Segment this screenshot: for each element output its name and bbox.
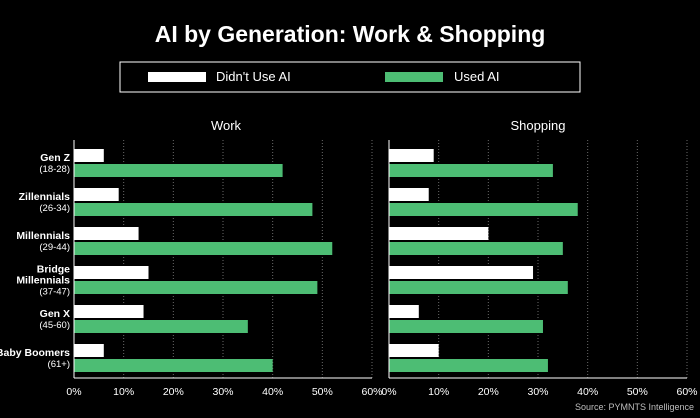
work-tick-label: 40% xyxy=(262,386,283,398)
work-tick-label: 10% xyxy=(113,386,134,398)
shopping-bar-didn-t-use-ai-baby-boomers xyxy=(389,344,439,357)
shopping-bar-didn-t-use-ai-bridge-millennials xyxy=(389,266,534,279)
work-bar-didn-t-use-ai-millennials xyxy=(74,227,139,240)
work-bar-used-ai-baby-boomers xyxy=(74,359,273,372)
work-bar-used-ai-zillennials xyxy=(74,203,313,216)
legend-label-used-ai: Used AI xyxy=(454,69,500,84)
category-age-gen-z: (18-28) xyxy=(39,164,70,175)
shopping-tick-label: 40% xyxy=(577,386,598,398)
shopping-bar-didn-t-use-ai-millennials xyxy=(389,227,489,240)
panel-title-shopping: Shopping xyxy=(511,118,566,133)
category-age-baby-boomers: (61+) xyxy=(48,359,70,370)
category-age-gen-x: (45-60) xyxy=(39,320,70,331)
shopping-bar-used-ai-gen-z xyxy=(389,164,553,177)
legend-box xyxy=(119,61,581,93)
shopping-bar-didn-t-use-ai-gen-x xyxy=(389,305,419,318)
category-label-gen-z: Gen Z xyxy=(40,152,70,164)
work-tick-label: 50% xyxy=(312,386,333,398)
tick-labels: 0% 10% 20% 30% 40% 50% 60%0% 10% 20% 30% 40% 50% 60% xyxy=(66,386,697,398)
shopping-tick-label: 50% xyxy=(627,386,648,398)
work-bar-used-ai-gen-x xyxy=(74,320,248,333)
panel-title-work: Work xyxy=(211,118,242,133)
category-age-millennials: (29-44) xyxy=(39,242,70,253)
work-bar-didn-t-use-ai-zillennials xyxy=(74,188,119,201)
shopping-bar-didn-t-use-ai-gen-z xyxy=(389,149,434,162)
work-bar-didn-t-use-ai-gen-x xyxy=(74,305,144,318)
shopping-tick-label: 0% xyxy=(381,386,396,398)
category-age-bridge-millennials: (37-47) xyxy=(39,287,70,298)
work-tick-label: 60% xyxy=(361,386,382,398)
legend: Didn't Use AI Used AI xyxy=(119,61,581,93)
gridlines xyxy=(123,140,688,378)
work-bar-didn-t-use-ai-gen-z xyxy=(74,149,104,162)
axes xyxy=(73,140,687,379)
work-bar-used-ai-millennials xyxy=(74,242,333,255)
shopping-tick-label: 30% xyxy=(527,386,548,398)
shopping-bar-used-ai-millennials xyxy=(389,242,563,255)
category-label-zillennials: Zillennials xyxy=(19,191,71,203)
shopping-tick-label: 20% xyxy=(478,386,499,398)
work-tick-label: 0% xyxy=(66,386,81,398)
shopping-tick-label: 10% xyxy=(428,386,449,398)
category-label-millennials: Millennials xyxy=(16,230,70,242)
work-tick-label: 30% xyxy=(212,386,233,398)
category-age-zillennials: (26-34) xyxy=(39,203,70,214)
work-bar-used-ai-bridge-millennials xyxy=(74,281,318,294)
category-label-bridge-millennials: Millennials xyxy=(16,275,70,287)
category-label-bridge-millennials: Bridge xyxy=(37,264,70,276)
category-labels: Gen Z(18-28) Zillennials(26-34) Millennial… xyxy=(0,152,71,370)
source-note: Source: PYMNTS Intelligence xyxy=(575,402,694,412)
bars xyxy=(74,149,578,372)
legend-swatch-used-ai xyxy=(385,72,443,82)
shopping-bar-used-ai-gen-x xyxy=(389,320,543,333)
category-label-baby-boomers: Baby Boomers xyxy=(0,347,70,359)
shopping-tick-label: 60% xyxy=(676,386,697,398)
work-bar-used-ai-gen-z xyxy=(74,164,283,177)
shopping-bar-didn-t-use-ai-zillennials xyxy=(389,188,429,201)
work-bar-didn-t-use-ai-baby-boomers xyxy=(74,344,104,357)
legend-swatch-didnt-use-ai xyxy=(148,72,206,82)
legend-label-didnt-use-ai: Didn't Use AI xyxy=(216,69,291,84)
work-bar-didn-t-use-ai-bridge-millennials xyxy=(74,266,149,279)
shopping-bar-used-ai-baby-boomers xyxy=(389,359,548,372)
shopping-bar-used-ai-zillennials xyxy=(389,203,578,216)
shopping-bar-used-ai-bridge-millennials xyxy=(389,281,568,294)
chart-title: AI by Generation: Work & Shopping xyxy=(155,21,546,47)
work-tick-label: 20% xyxy=(163,386,184,398)
category-label-gen-x: Gen X xyxy=(40,308,70,320)
